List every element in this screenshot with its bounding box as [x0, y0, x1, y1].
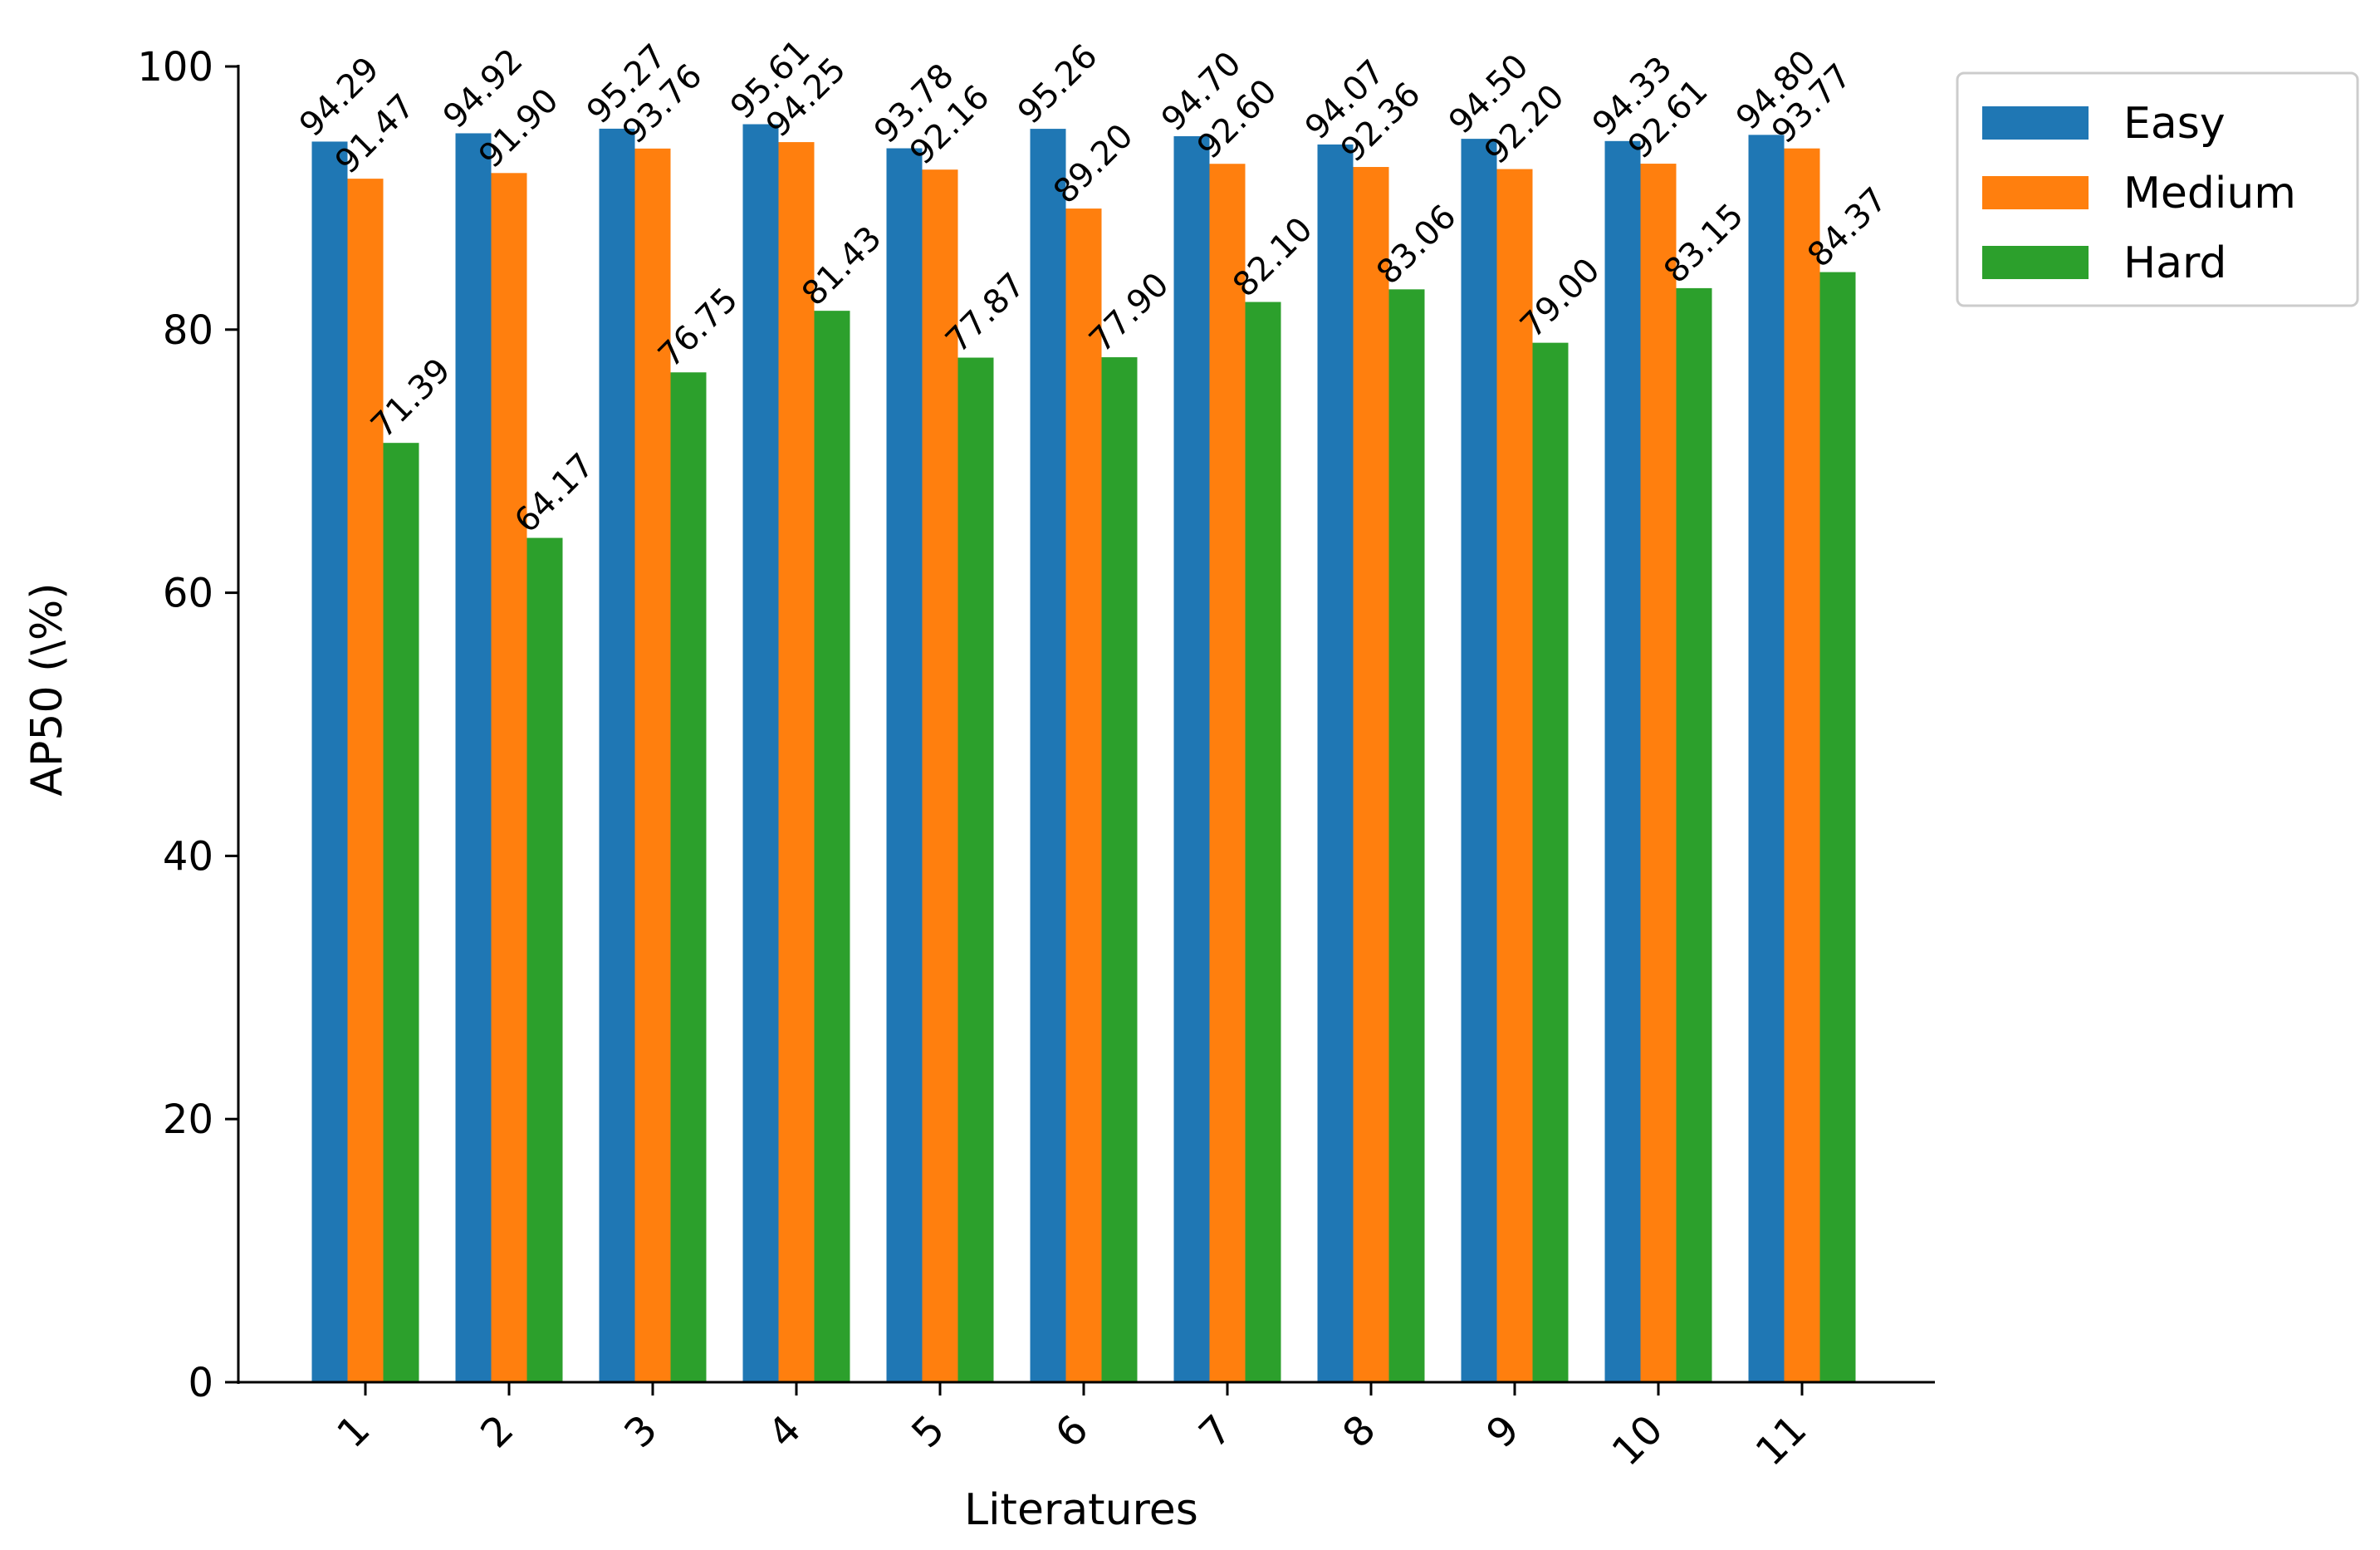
bar-medium-6 [1065, 208, 1102, 1382]
legend-swatch-easy [1982, 106, 2089, 140]
y-tick-label-60: 60 [163, 571, 213, 617]
bar-easy-5 [886, 148, 923, 1383]
bar-hard-3 [670, 372, 707, 1382]
y-tick-label-40: 40 [163, 833, 213, 880]
bar-hard-2 [526, 537, 563, 1382]
x-tick-label-2: 2 [472, 1406, 522, 1457]
bar-easy-10 [1604, 140, 1641, 1383]
x-tick-label-9: 9 [1477, 1406, 1528, 1457]
x-tick-label-6: 6 [1046, 1406, 1097, 1457]
bar-easy-1 [311, 141, 348, 1382]
bar-easy-3 [599, 128, 635, 1382]
legend-swatch-hard [1982, 246, 2089, 279]
x-tick-label-1: 1 [328, 1406, 379, 1457]
bar-easy-2 [455, 133, 492, 1383]
legend-label-medium: Medium [2123, 169, 2296, 218]
bar-medium-2 [491, 173, 527, 1383]
x-tick-label-3: 3 [615, 1406, 666, 1457]
x-axis-title: Literatures [964, 1485, 1198, 1535]
bar-easy-11 [1748, 135, 1785, 1382]
y-tick-label-20: 20 [163, 1096, 213, 1143]
bar-medium-5 [922, 169, 958, 1383]
x-tick-label-4: 4 [759, 1406, 810, 1457]
x-tick-label-11: 11 [1747, 1406, 1816, 1475]
legend-swatch-medium [1982, 176, 2089, 209]
data-label-easy-6: 95.26 [1011, 37, 1105, 132]
x-tick-label-8: 8 [1334, 1406, 1384, 1457]
bar-medium-1 [347, 179, 384, 1382]
bar-medium-9 [1496, 169, 1533, 1382]
bar-medium-7 [1209, 164, 1246, 1382]
legend-label-easy: Easy [2123, 99, 2226, 149]
bar-medium-4 [778, 142, 815, 1383]
bar-easy-4 [742, 124, 779, 1382]
y-tick-label-80: 80 [163, 307, 213, 354]
bar-easy-7 [1173, 135, 1210, 1382]
bar-hard-1 [383, 443, 419, 1382]
bar-easy-8 [1317, 144, 1354, 1383]
bar-medium-10 [1640, 164, 1677, 1382]
bar-hard-8 [1388, 289, 1425, 1382]
bar-hard-9 [1532, 342, 1569, 1382]
x-tick-label-10: 10 [1604, 1406, 1672, 1475]
bars-layer [311, 124, 1856, 1383]
bar-hard-7 [1245, 302, 1281, 1382]
y-tick-label-100: 100 [137, 44, 213, 91]
bar-easy-9 [1461, 139, 1497, 1382]
legend: Easy Medium Hard [1956, 71, 2359, 307]
x-tick-label-5: 5 [903, 1406, 953, 1457]
legend-label-hard: Hard [2123, 238, 2226, 288]
bar-medium-11 [1784, 148, 1820, 1382]
y-axis-title: AP50 (\%) [22, 582, 72, 796]
bar-hard-4 [814, 311, 850, 1382]
bar-hard-5 [957, 357, 994, 1383]
x-tick-label-7: 7 [1190, 1406, 1241, 1457]
bar-hard-10 [1676, 287, 1712, 1382]
bar-hard-6 [1101, 357, 1138, 1383]
y-tick-label-0: 0 [188, 1360, 213, 1406]
bar-easy-6 [1030, 129, 1066, 1383]
bar-medium-3 [634, 148, 671, 1383]
bar-hard-11 [1819, 272, 1856, 1382]
bar-medium-8 [1353, 167, 1389, 1383]
